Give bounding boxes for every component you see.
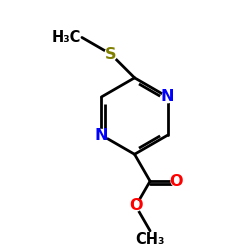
- Text: H₃C: H₃C: [52, 30, 81, 45]
- Circle shape: [96, 130, 107, 141]
- Text: O: O: [170, 174, 183, 189]
- Text: S: S: [105, 47, 117, 62]
- Text: O: O: [129, 198, 142, 214]
- Circle shape: [105, 48, 117, 60]
- Text: N: N: [95, 128, 108, 143]
- Text: CH₃: CH₃: [136, 232, 165, 247]
- Text: N: N: [161, 90, 174, 104]
- Circle shape: [162, 91, 173, 103]
- Circle shape: [171, 176, 181, 186]
- Circle shape: [130, 201, 141, 211]
